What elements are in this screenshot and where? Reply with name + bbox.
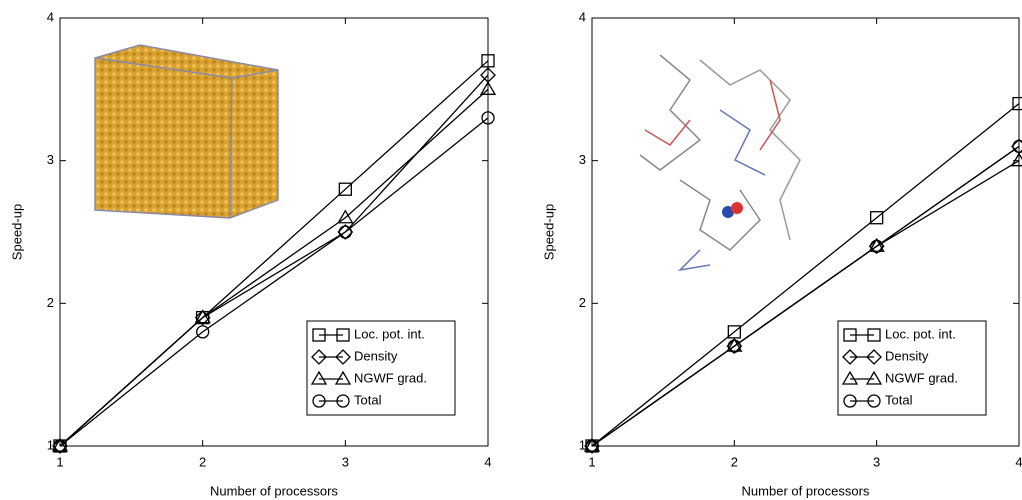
x-axis-label: Number of processors <box>210 483 338 498</box>
legend-label: Loc. pot. int. <box>885 326 956 341</box>
x-tick-label: 3 <box>342 454 349 469</box>
y-axis-label: Speed-up <box>9 204 24 260</box>
page: {"chart_data": [ {"type": "line", "xlabe… <box>0 0 1022 500</box>
legend-label: Density <box>885 348 929 363</box>
x-tick-label: 4 <box>1015 454 1022 469</box>
marker-circle <box>1013 140 1022 152</box>
x-tick-label: 2 <box>199 454 206 469</box>
y-tick-label: 4 <box>47 9 54 24</box>
legend-label: Total <box>354 392 382 407</box>
x-tick-label: 4 <box>484 454 491 469</box>
x-tick-label: 2 <box>731 454 738 469</box>
legend: Loc. pot. int. Density NGWF grad. Total <box>838 321 986 415</box>
legend: Loc. pot. int. Density NGWF grad. Total <box>307 321 455 415</box>
x-tick-label: 3 <box>873 454 880 469</box>
crystal-image <box>95 45 278 218</box>
legend-label: NGWF grad. <box>885 370 958 385</box>
legend-label: NGWF grad. <box>354 370 427 385</box>
y-tick-label: 3 <box>579 152 586 167</box>
y-tick-label: 2 <box>47 295 54 310</box>
legend-label: Density <box>354 348 398 363</box>
y-tick-label: 2 <box>579 295 586 310</box>
y-axis-label: Speed-up <box>541 204 556 260</box>
legend-label: Loc. pot. int. <box>354 326 425 341</box>
chart: 1 2 3 4 1 2 3 4 Number of processors Speed-up Loc.… <box>0 0 1022 500</box>
legend-label: Total <box>885 392 913 407</box>
molecule-image <box>640 55 800 270</box>
y-tick-label: 4 <box>579 9 586 24</box>
x-tick-label: 1 <box>588 454 595 469</box>
x-axis-label: Number of processors <box>742 483 870 498</box>
x-tick-label: 1 <box>56 454 63 469</box>
y-tick-label: 3 <box>47 152 54 167</box>
marker-triangle <box>1012 154 1022 166</box>
